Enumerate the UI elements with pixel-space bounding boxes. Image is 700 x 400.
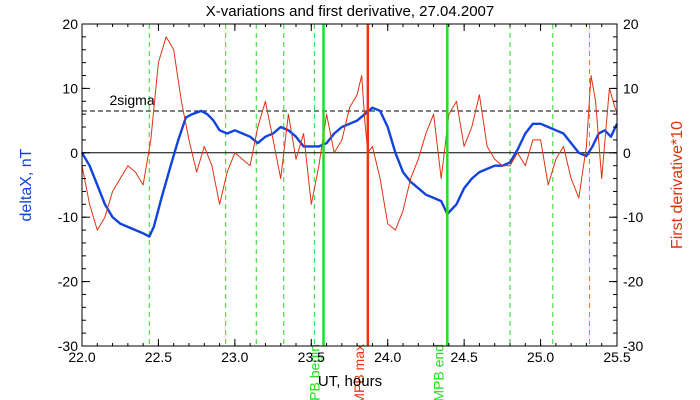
- x-tick-label: 23.0: [221, 349, 248, 365]
- y-axis-label-right: First derivative*10: [669, 121, 686, 249]
- y-tick-label-right: -30: [623, 338, 643, 354]
- x-tick-label: 23.5: [298, 349, 325, 365]
- chart-title: X-variations and first derivative, 27.04…: [206, 3, 495, 20]
- chart-markers: MPB begin MPB max MPB end: [307, 24, 449, 400]
- x-tick-label: 22.5: [145, 349, 172, 365]
- x-tick-label: 25.5: [603, 349, 630, 365]
- y-tick-label-right: 20: [623, 16, 639, 32]
- chart-series: [80, 36, 619, 238]
- x-axis-label: UT, hours: [318, 373, 382, 390]
- y-tick-label-left: -20: [58, 274, 78, 290]
- chart-guides: 2sigma: [82, 24, 617, 346]
- marker-label: MPB max: [351, 344, 367, 400]
- y-axis-label-left: deltaX, nT: [18, 148, 35, 221]
- x-tick-label: 22.0: [68, 349, 95, 365]
- y-tick-label-left: -30: [58, 338, 78, 354]
- threshold-label: 2sigma: [110, 92, 155, 108]
- derivative-series-line: [81, 36, 618, 231]
- y-tick-label-right: -20: [623, 274, 643, 290]
- x-tick-label: 24.5: [451, 349, 478, 365]
- deltax-series-line: [80, 106, 619, 238]
- y-tick-label-left: 0: [70, 145, 78, 161]
- marker-label: MPB begin: [307, 344, 323, 400]
- y-tick-label-right: 0: [623, 145, 631, 161]
- marker-label: MPB end: [430, 344, 446, 400]
- plot-frame: [81, 23, 618, 347]
- axis-ticks: 22.0 22.5 23.0 23.5 24.0 24.5 25.0 25.5-30 -30-2…: [58, 16, 644, 365]
- y-tick-label-left: 10: [62, 80, 78, 96]
- y-tick-label-right: 10: [623, 80, 639, 96]
- y-tick-label-right: -10: [623, 209, 643, 225]
- y-tick-label-left: -10: [58, 209, 78, 225]
- x-tick-label: 24.0: [374, 349, 401, 365]
- x-tick-label: 25.0: [527, 349, 554, 365]
- y-tick-label-left: 20: [62, 16, 78, 32]
